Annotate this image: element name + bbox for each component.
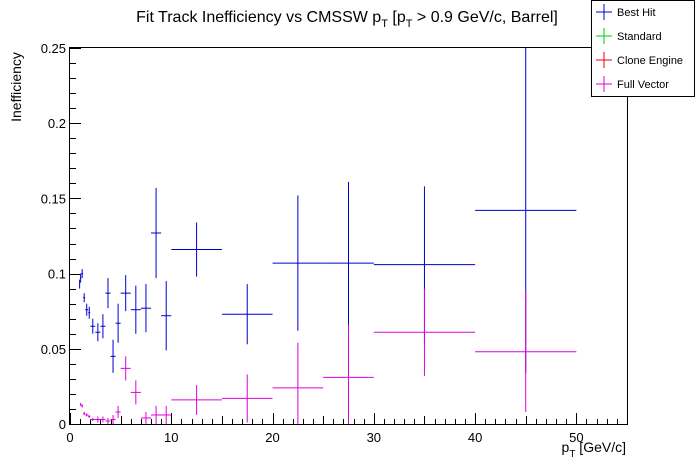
legend-label-standard: Standard: [617, 31, 662, 43]
data-point-best-hit: [100, 314, 106, 339]
data-point-full-vector: [140, 411, 152, 424]
data-point-full-vector: [171, 384, 222, 415]
y-axis-label: Inefficiency: [8, 52, 24, 122]
y-tick-label: 0.25: [41, 41, 66, 56]
data-point-full-vector: [95, 416, 101, 423]
data-point-full-vector: [88, 414, 91, 418]
legend-entry-best-hit: Best Hit: [596, 4, 656, 20]
data-point-best-hit: [88, 306, 91, 319]
data-point-best-hit: [80, 273, 82, 283]
data-point-best-hit: [140, 284, 152, 333]
x-axis-label: pT [GeV/c]: [562, 439, 626, 460]
data-point-full-vector: [110, 414, 116, 424]
data-point-best-hit: [90, 318, 96, 334]
y-tick-label: 0.1: [48, 267, 66, 282]
data-point-full-vector: [90, 417, 96, 421]
y-tick-label: 0.05: [41, 342, 66, 357]
data-point-full-vector: [100, 416, 106, 423]
data-point-best-hit: [272, 195, 324, 331]
legend-entry-full-vector: Full Vector: [596, 76, 669, 92]
series-full-vector: [80, 288, 577, 424]
legend-entry-standard: Standard: [596, 28, 662, 44]
data-point-full-vector: [373, 288, 476, 376]
data-point-full-vector: [85, 413, 89, 417]
x-tick-label: 30: [367, 430, 381, 445]
data-point-full-vector: [130, 380, 141, 405]
x-tick-label: 20: [265, 430, 279, 445]
data-point-full-vector: [151, 405, 162, 424]
series-best-hit: [79, 48, 577, 373]
legend: Best Hit Standard Clone Engine Full Vect…: [591, 0, 695, 97]
data-point-full-vector: [81, 404, 84, 408]
data-point-best-hit: [79, 279, 81, 289]
data-point-best-hit: [161, 281, 172, 351]
data-point-best-hit: [151, 187, 162, 279]
data-point-best-hit: [85, 303, 89, 316]
legend-label-best-hit: Best Hit: [617, 7, 656, 19]
legend-box: [591, 0, 695, 97]
data-point-best-hit: [95, 323, 101, 342]
legend-label-full-vector: Full Vector: [617, 79, 669, 91]
data-point-full-vector: [161, 405, 172, 424]
data-point-best-hit: [110, 339, 116, 373]
data-point-full-vector: [83, 411, 86, 415]
chart-title: Fit Track Inefficiency vs CMSSW pT [pT >…: [136, 9, 558, 30]
data-point-best-hit: [130, 285, 141, 334]
legend-entry-clone-engine: Clone Engine: [596, 52, 683, 68]
data-point-full-vector: [80, 402, 82, 406]
legend-label-clone-engine: Clone Engine: [617, 55, 683, 67]
data-point-full-vector: [120, 356, 131, 381]
data-point-full-vector: [115, 405, 121, 418]
y-tick-label: 0.2: [48, 116, 66, 131]
data-point-best-hit: [83, 293, 86, 303]
axes: 0 10 20 30 40 50 0 0.05 0.1 0.15 0.2 0.25: [41, 41, 628, 445]
y-tick-label: 0.15: [41, 191, 66, 206]
data-point-best-hit: [120, 275, 131, 312]
y-tick-label: 0: [59, 417, 66, 432]
plot-frame: [69, 47, 628, 425]
data-point-best-hit: [323, 181, 374, 345]
data-point-full-vector: [475, 291, 577, 412]
data-point-full-vector: [221, 374, 273, 423]
x-tick-label: 40: [468, 430, 482, 445]
data-point-full-vector: [105, 417, 111, 424]
x-tick-label: 0: [66, 430, 73, 445]
data-point-best-hit: [171, 222, 222, 277]
data-point-best-hit: [115, 303, 121, 343]
data-point-best-hit: [221, 284, 273, 345]
series-layer: [79, 48, 577, 424]
x-tick-label: 50: [569, 430, 583, 445]
data-point-best-hit: [81, 269, 84, 279]
data-point-full-vector: [323, 324, 374, 424]
data-point-full-vector: [272, 342, 324, 424]
data-point-best-hit: [105, 278, 111, 309]
x-tick-label: 10: [164, 430, 178, 445]
